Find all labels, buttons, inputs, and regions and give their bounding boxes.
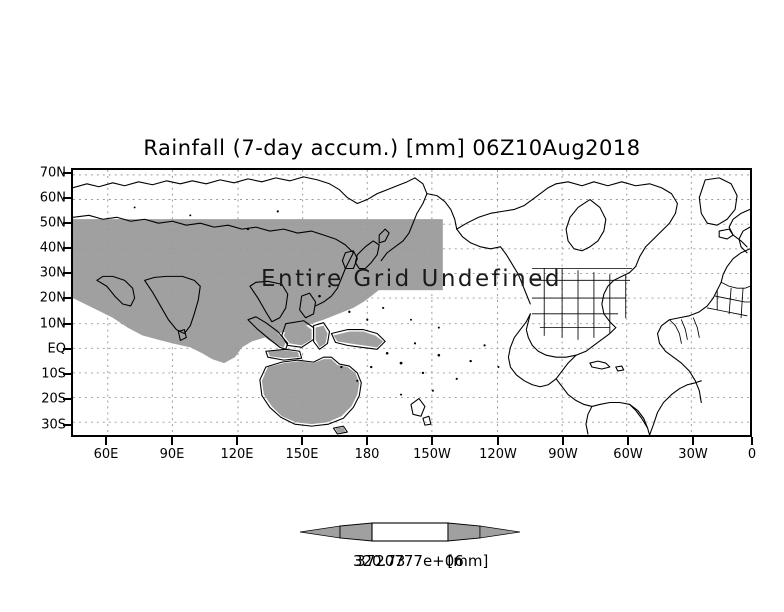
colorbar-tick-label-max: 3720777e+06 (356, 552, 464, 570)
y-tick-label-60n: 60N (39, 190, 66, 206)
colorbar-graphic (300, 522, 520, 542)
y-tick-mark-20s (63, 398, 71, 400)
x-tick-mark-0 (751, 437, 753, 445)
y-tick-label-70n: 70N (39, 165, 66, 181)
y-tick-label-10s: 10S (41, 366, 66, 382)
x-tick-label-150w: 150W (413, 447, 451, 462)
y-tick-mark-10n (63, 323, 71, 325)
y-tick-mark-40n (63, 247, 71, 249)
x-tick-mark-150w (431, 437, 433, 445)
x-tick-label-120e: 120E (220, 447, 254, 462)
y-tick-label-eq: EQ (47, 341, 66, 357)
x-tick-label-120w: 120W (479, 447, 517, 462)
colorbar[interactable]: 320.73 3720777e+06 [mm] (300, 518, 520, 572)
x-tick-label-0: 0 (747, 447, 757, 462)
y-tick-label-20s: 20S (41, 391, 66, 407)
x-tick-mark-90w (562, 437, 564, 445)
x-tick-label-180: 180 (354, 447, 380, 462)
y-tick-label-40n: 40N (39, 240, 66, 256)
y-tick-mark-10s (63, 373, 71, 375)
y-tick-mark-eq (63, 348, 71, 350)
x-tick-label-90w: 90W (548, 447, 578, 462)
x-tick-label-60w: 60W (613, 447, 643, 462)
x-tick-mark-150e (301, 437, 303, 445)
y-tick-label-10n: 10N (39, 316, 66, 332)
y-tick-mark-50n (63, 222, 71, 224)
y-tick-label-30n: 30N (39, 265, 66, 281)
x-tick-mark-30w (692, 437, 694, 445)
world-map-graphic (73, 170, 750, 435)
x-tick-mark-120e (236, 437, 238, 445)
colorbar-tick-label-min: 320.73 (352, 552, 406, 570)
x-tick-label-30w: 30W (678, 447, 708, 462)
page-title: Rainfall (7-day accum.) [mm] 06Z10Aug201… (143, 136, 641, 160)
x-tick-mark-60w (627, 437, 629, 445)
x-tick-mark-90e (171, 437, 173, 445)
x-tick-mark-180 (366, 437, 368, 445)
y-tick-mark-30n (63, 272, 71, 274)
y-tick-mark-70n (63, 172, 71, 174)
x-tick-mark-60e (105, 437, 107, 445)
map-plot-area[interactable] (71, 168, 752, 437)
y-tick-mark-30s (63, 424, 71, 426)
y-tick-label-50n: 50N (39, 215, 66, 231)
y-tick-label-30s: 30S (41, 417, 66, 433)
y-tick-mark-20n (63, 297, 71, 299)
x-tick-label-90e: 90E (159, 447, 185, 462)
y-tick-mark-60n (63, 197, 71, 199)
colorbar-unit-label: [mm] (447, 552, 489, 570)
x-tick-label-60e: 60E (93, 447, 119, 462)
y-tick-label-20n: 20N (39, 290, 66, 306)
x-tick-mark-120w (497, 437, 499, 445)
x-tick-label-150e: 150E (285, 447, 319, 462)
